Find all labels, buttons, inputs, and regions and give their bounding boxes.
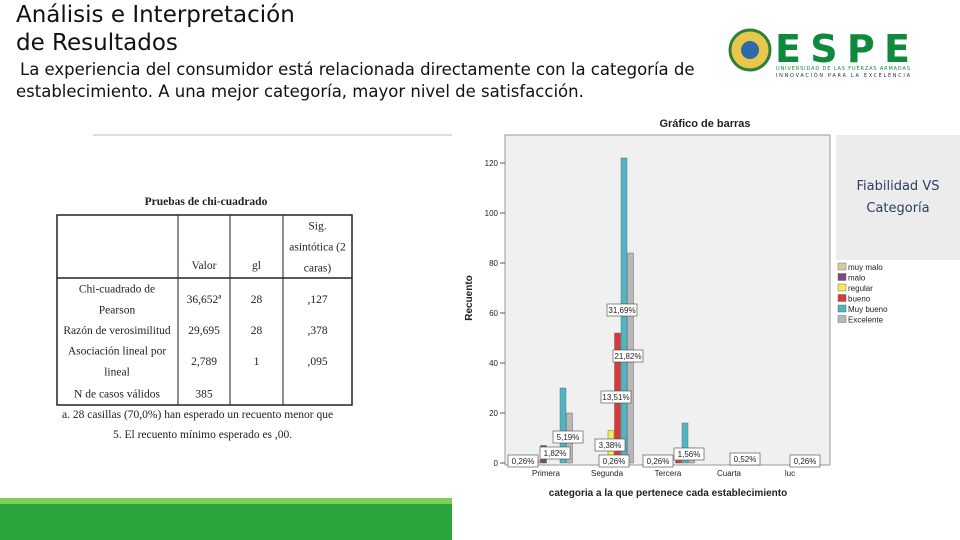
legend-label: Excelente bbox=[848, 316, 884, 325]
y-tick-label: 80 bbox=[489, 259, 498, 268]
annotation-box bbox=[600, 390, 632, 404]
annotation: 13,51% bbox=[602, 393, 629, 402]
body-text: La experiencia del consumidor está relac… bbox=[20, 60, 695, 79]
green-band bbox=[0, 498, 452, 504]
logo: ESPE UNIVERSIDAD DE LAS FUERZAS ARMADAS … bbox=[728, 27, 911, 79]
table-cell: 1 bbox=[254, 356, 260, 368]
annotation-box bbox=[539, 446, 571, 460]
annotation-box bbox=[552, 430, 584, 444]
bar bbox=[681, 422, 689, 464]
legend-swatch bbox=[837, 294, 847, 302]
legend-swatch bbox=[837, 262, 847, 271]
annotation-box bbox=[606, 303, 638, 317]
annotation: 5,19% bbox=[557, 433, 580, 442]
chart-title: Gráfico de barras bbox=[659, 118, 750, 130]
y-tick-label: 0 bbox=[494, 459, 499, 468]
logo-text: UNIVERSIDAD DE LAS FUERZAS ARMADAS bbox=[776, 66, 910, 72]
x-tick-label: luc bbox=[785, 469, 795, 478]
table-cell: asintótica (2 bbox=[289, 242, 346, 254]
table-header: gl bbox=[252, 260, 261, 272]
annotation-box bbox=[594, 438, 626, 452]
x-axis-label: categoria a la que pertenece cada establ… bbox=[549, 488, 787, 499]
table-cell: ,127 bbox=[307, 294, 327, 306]
logo-text: INNOVACIÓN PARA LA EXCELENCIA bbox=[776, 72, 911, 79]
annotation-box bbox=[673, 447, 705, 461]
table-cell: 2,789 bbox=[191, 356, 217, 368]
legend-swatch bbox=[837, 304, 847, 313]
side-box bbox=[836, 135, 960, 260]
bar bbox=[675, 460, 682, 464]
legend-label: muy malo bbox=[848, 263, 883, 272]
logo-text: ESPE bbox=[775, 27, 910, 71]
table-cell: N de casos válidos bbox=[74, 389, 160, 401]
annotation-box bbox=[642, 454, 674, 468]
x-tick-label: Primera bbox=[532, 469, 561, 478]
side-text: Categoría bbox=[866, 201, 929, 216]
legend-label: regular bbox=[848, 284, 873, 293]
table-cell: Asociación lineal por bbox=[68, 346, 167, 358]
annotation: 31,69% bbox=[608, 306, 635, 315]
table: Pruebas de chi-cuadrado Valor gl Sig. asint… bbox=[56, 196, 353, 441]
table-cell: Pearson bbox=[99, 305, 136, 317]
y-axis-label: Recuento bbox=[464, 275, 475, 321]
table-cell: caras) bbox=[304, 263, 332, 275]
table-frame bbox=[56, 214, 353, 406]
chart: Gráfico de barras Recuento categoria a l… bbox=[452, 108, 888, 512]
legend-label: malo bbox=[848, 274, 866, 283]
table-cell: 28 bbox=[251, 325, 263, 337]
table-cell: 28 bbox=[251, 294, 263, 306]
annotation: 1,56% bbox=[678, 450, 701, 459]
annotation-box bbox=[789, 454, 821, 468]
table-cell: Razón de verosimilitud bbox=[63, 325, 171, 337]
annotation: 0,26% bbox=[603, 457, 626, 466]
y-tick-label: 20 bbox=[489, 409, 498, 418]
y-tick-label: 100 bbox=[485, 209, 499, 218]
y-tick-label: 120 bbox=[485, 159, 499, 168]
annotation: 21,82% bbox=[614, 352, 641, 361]
annotation: 0,26% bbox=[512, 457, 535, 466]
x-tick-label: Cuarta bbox=[717, 469, 742, 478]
title: Análisis e Interpretación bbox=[16, 2, 295, 28]
footnote: a. 28 casillas (70,0%) han esperado un r… bbox=[62, 409, 333, 421]
legend-swatch bbox=[837, 273, 847, 281]
table-title: Pruebas de chi-cuadrado bbox=[145, 196, 268, 208]
x-tick-label: Tercera bbox=[655, 469, 682, 478]
table-cell: 36,652ª bbox=[187, 294, 223, 306]
legend-swatch bbox=[837, 283, 847, 292]
y-tick-label: 60 bbox=[489, 309, 498, 318]
table-cell: Chi-cuadrado de bbox=[79, 284, 155, 296]
table-cell: ,095 bbox=[307, 356, 327, 368]
annotation: 0,26% bbox=[647, 457, 670, 466]
x-tick-label: Segunda bbox=[591, 469, 624, 478]
annotation: 3,38% bbox=[599, 441, 622, 450]
annotation: 0,26% bbox=[794, 457, 817, 466]
plot-area bbox=[504, 134, 831, 466]
annotation: 0,52% bbox=[734, 455, 757, 464]
green-band bbox=[0, 498, 452, 540]
annotation: 1,82% bbox=[544, 449, 567, 458]
logo-emblem bbox=[741, 41, 759, 59]
legend-label: bueno bbox=[848, 295, 871, 304]
annotation-box bbox=[598, 454, 630, 468]
table-cell: 385 bbox=[195, 389, 213, 401]
footnote: 5. El recuento mínimo esperado es ,00. bbox=[113, 429, 292, 441]
table-cell: 29,695 bbox=[188, 325, 220, 337]
bar bbox=[559, 387, 567, 464]
legend-swatch bbox=[837, 315, 847, 323]
y-tick-label: 40 bbox=[489, 359, 498, 368]
annotation-box bbox=[507, 454, 539, 468]
table-header: Valor bbox=[192, 260, 217, 272]
side-text: Fiabilidad VS bbox=[857, 179, 940, 194]
annotation-box bbox=[612, 349, 644, 363]
body-text: establecimiento. A una mejor categoría, … bbox=[16, 82, 584, 101]
table-cell: ,378 bbox=[307, 325, 327, 337]
table-cell: lineal bbox=[104, 367, 130, 379]
title: de Resultados bbox=[16, 30, 178, 56]
table-cell: Sig. bbox=[308, 221, 326, 233]
legend-label: Muy bueno bbox=[848, 305, 888, 314]
annotation-box bbox=[729, 452, 761, 466]
